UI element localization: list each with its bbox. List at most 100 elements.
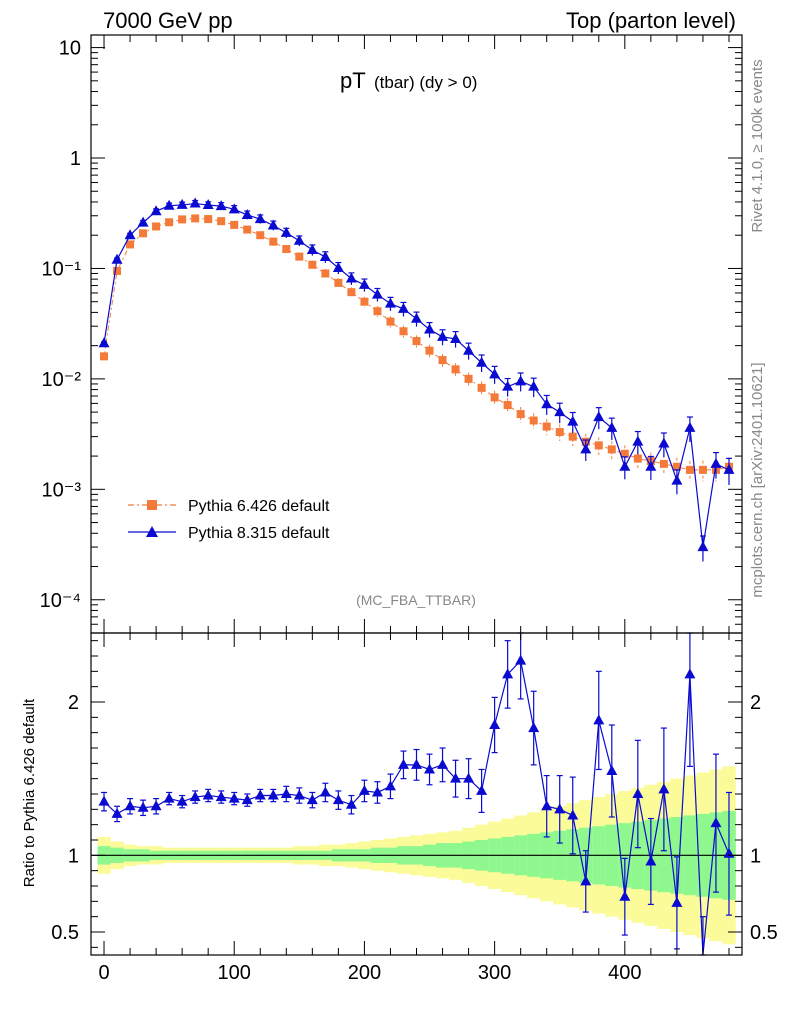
ratio-pythia8-point bbox=[111, 807, 123, 818]
ratio-pythia8-point bbox=[163, 792, 175, 803]
pythia8-point bbox=[437, 330, 449, 341]
ratio-pythia8-point bbox=[228, 792, 240, 803]
ratio-pythia8-point bbox=[567, 809, 579, 820]
main-y-tick-label: 10⁻³ bbox=[42, 479, 82, 501]
legend: Pythia 6.426 default Pythia 8.315 defaul… bbox=[128, 498, 330, 542]
pythia6-point bbox=[594, 441, 603, 450]
pythia8-point bbox=[371, 288, 383, 299]
pythia8-point bbox=[450, 332, 462, 343]
pythia8-point bbox=[176, 198, 188, 209]
ratio-y-tick-label-left: 2 bbox=[68, 692, 79, 714]
pythia6-point bbox=[555, 428, 564, 437]
ratio-pythia8-point bbox=[554, 803, 566, 814]
ratio-pythia8-point bbox=[319, 786, 331, 797]
pythia6-point bbox=[191, 214, 200, 223]
pythia8-point bbox=[411, 312, 422, 323]
pythia6-point bbox=[542, 422, 551, 431]
header-observable: Top (parton level) bbox=[566, 8, 736, 33]
header-energy: 7000 GeV pp bbox=[103, 8, 233, 33]
pythia6-point bbox=[100, 352, 109, 361]
ratio-pythia8-point bbox=[137, 801, 149, 812]
analysis-tag: (MC_FBA_TTBAR) bbox=[356, 592, 476, 608]
pythia8-point bbox=[697, 541, 709, 552]
pythia6-point bbox=[217, 217, 226, 226]
ratio-pythia8-point bbox=[658, 783, 670, 794]
ratio-pythia8-point bbox=[254, 789, 266, 800]
ratio-pythia8-point bbox=[671, 896, 683, 907]
pythia8-point bbox=[567, 415, 579, 426]
pythia6-point bbox=[308, 260, 317, 269]
pythia8-point bbox=[424, 323, 436, 334]
pythia8-point bbox=[515, 375, 527, 386]
ratio-pythia8-point bbox=[306, 794, 318, 805]
pythia8-point bbox=[554, 406, 566, 417]
ratio-pythia8-point bbox=[280, 788, 292, 798]
ratio-pythia8-point bbox=[293, 789, 305, 800]
pythia8-point bbox=[306, 243, 318, 254]
pythia8-point bbox=[202, 199, 214, 210]
pythia8-point bbox=[606, 421, 618, 432]
legend-pythia6-marker bbox=[147, 500, 157, 510]
pythia6-point bbox=[230, 220, 239, 229]
pythia8-point bbox=[293, 234, 305, 245]
ratio-pythia8-point bbox=[437, 758, 449, 769]
ratio-pythia8-point bbox=[619, 890, 631, 901]
pythia6-point bbox=[672, 462, 681, 471]
pythia6-point bbox=[360, 297, 369, 306]
ratio-pythia8-point bbox=[424, 763, 436, 774]
plot-title-main: pT bbox=[340, 68, 366, 93]
ratio-pythia8-point bbox=[528, 722, 540, 733]
main-y-tick-label: 10⁻¹ bbox=[42, 258, 82, 280]
pythia6-point bbox=[386, 317, 395, 326]
ratio-pythia8-point bbox=[189, 791, 201, 802]
pythia8-point bbox=[241, 208, 253, 219]
main-y-tick-label: 10⁻⁴ bbox=[40, 590, 81, 612]
pythia8-point bbox=[215, 200, 227, 211]
pythia8-point bbox=[111, 253, 123, 264]
ratio-pythia8-point bbox=[176, 795, 188, 806]
plot-title-sub: (tbar) (dy > 0) bbox=[374, 73, 477, 92]
ratio-pythia8-point bbox=[332, 794, 344, 805]
ratio-pythia8-point bbox=[645, 855, 657, 866]
pythia6-point bbox=[347, 288, 356, 297]
x-tick-label: 0 bbox=[98, 962, 109, 984]
pythia6-point bbox=[243, 225, 252, 234]
pythia6-point bbox=[269, 237, 278, 246]
pythia6-point bbox=[126, 240, 135, 249]
ratio-pythia8-point bbox=[384, 780, 396, 791]
ratio-pythia8-point bbox=[202, 789, 214, 800]
pythia8-point bbox=[476, 356, 488, 367]
pythia8-point bbox=[384, 297, 396, 308]
pythia8-point bbox=[658, 437, 670, 448]
pythia6-point bbox=[425, 346, 434, 355]
pythia8-point bbox=[671, 474, 683, 485]
pythia8-point bbox=[150, 205, 162, 216]
pythia6-point bbox=[490, 393, 499, 402]
ratio-pythia8-point bbox=[371, 786, 383, 797]
ratio-pythia8-point bbox=[632, 788, 644, 798]
ratio-pythia8-point bbox=[124, 800, 136, 811]
ratio-pythia8-point bbox=[215, 791, 227, 802]
ratio-pythia8-point bbox=[593, 714, 605, 725]
pythia8-point bbox=[645, 460, 657, 471]
ratio-pythia8-point bbox=[450, 772, 462, 783]
pythia8-point bbox=[267, 219, 279, 230]
ratio-pythia8-point bbox=[515, 654, 527, 665]
main-plot-panel: 10 1 10⁻¹ 10⁻² 10⁻³ 10⁻⁴ pT (tbar) (dy > 0) (… bbox=[40, 34, 743, 634]
pythia8-point bbox=[254, 213, 266, 224]
pythia8-point bbox=[619, 460, 631, 471]
pythia8-point bbox=[489, 368, 501, 379]
ratio-y-tick-label-left: 1 bbox=[68, 845, 79, 867]
pythia8-line bbox=[103, 202, 730, 548]
ratio-y-axis-label: Ratio to Pythia 6.426 default bbox=[21, 698, 38, 887]
pythia6-point bbox=[464, 374, 473, 383]
ratio-y-tick-label-right: 0.5 bbox=[750, 922, 778, 944]
x-tick-label: 300 bbox=[478, 962, 511, 984]
pythia8-point bbox=[463, 344, 475, 355]
pythia6-point bbox=[204, 215, 213, 224]
ratio-pythia8-point bbox=[710, 817, 722, 828]
legend-pythia8-marker bbox=[146, 526, 158, 537]
main-y-tick-label: 1 bbox=[70, 148, 81, 170]
side-label-mcplots: mcplots.cern.ch [arXiv:2401.10621] bbox=[749, 362, 766, 597]
